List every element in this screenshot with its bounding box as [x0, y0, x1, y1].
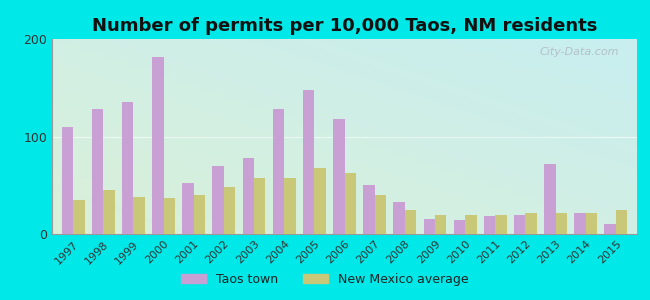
Bar [62, 127, 73, 234]
Bar [604, 224, 616, 234]
Bar [103, 190, 114, 234]
Title: Number of permits per 10,000 Taos, NM residents: Number of permits per 10,000 Taos, NM re… [92, 17, 597, 35]
Bar [363, 185, 374, 234]
Bar [254, 178, 265, 234]
Bar [284, 178, 296, 234]
Bar [133, 197, 145, 234]
Bar [616, 210, 627, 234]
Bar [344, 172, 356, 234]
Bar [182, 183, 194, 234]
Bar [242, 158, 254, 234]
Bar [73, 200, 84, 234]
Bar [484, 217, 495, 234]
Bar [465, 214, 476, 234]
Bar [525, 212, 537, 234]
Bar [303, 90, 315, 234]
Bar [393, 202, 405, 234]
Bar [213, 166, 224, 234]
Bar [333, 119, 344, 234]
Bar [122, 102, 133, 234]
Bar [575, 212, 586, 234]
Bar [556, 212, 567, 234]
Bar [586, 212, 597, 234]
Bar [152, 56, 164, 234]
Bar [454, 220, 465, 234]
Bar [514, 214, 525, 234]
Text: City-Data.com: City-Data.com [540, 47, 619, 57]
Bar [544, 164, 556, 234]
Bar [495, 214, 507, 234]
Bar [273, 109, 284, 234]
Bar [224, 187, 235, 234]
Bar [315, 168, 326, 234]
Legend: Taos town, New Mexico average: Taos town, New Mexico average [176, 268, 474, 291]
Bar [435, 214, 447, 234]
Bar [374, 195, 386, 234]
Bar [194, 195, 205, 234]
Bar [92, 109, 103, 234]
Bar [164, 198, 175, 234]
Bar [405, 210, 416, 234]
Bar [424, 219, 435, 234]
